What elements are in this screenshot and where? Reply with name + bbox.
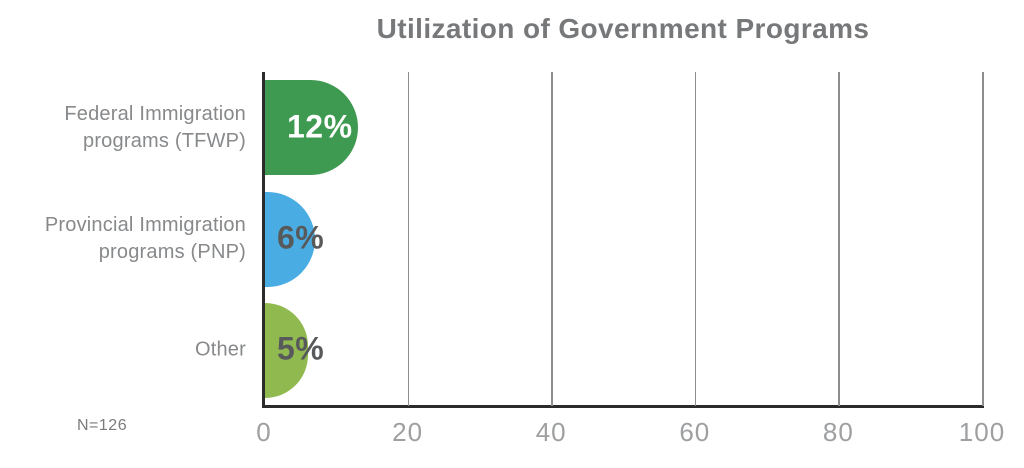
bar-2: 5% bbox=[265, 302, 324, 398]
category-label-line: programs (TFWP) bbox=[83, 129, 246, 152]
category-label-line: Other bbox=[194, 338, 246, 361]
x-tick-label-80: 80 bbox=[822, 417, 854, 447]
gridline-60 bbox=[694, 72, 697, 406]
category-label-1: Provincial Immigration programs (PNP) bbox=[45, 212, 246, 266]
bar-value-label-2: 5% bbox=[277, 330, 325, 367]
x-tick-label-60: 60 bbox=[679, 417, 711, 447]
plot-area: 12% 6% 5% bbox=[262, 72, 984, 408]
x-tick-label-0: 0 bbox=[256, 417, 272, 447]
bar-value-label-0: 12% bbox=[287, 108, 353, 145]
x-tick-label-20: 20 bbox=[392, 417, 424, 447]
bar-1: 6% bbox=[265, 191, 324, 287]
chart-title: Utilization of Government Programs bbox=[376, 13, 870, 44]
category-label-line: programs (PNP) bbox=[98, 241, 246, 263]
category-label-line: Provincial Immigration bbox=[44, 214, 246, 236]
y-axis-line bbox=[262, 72, 265, 408]
category-label-line: Federal Immigration bbox=[64, 102, 246, 125]
category-label-0: Federal Immigration programs (TFWP) bbox=[64, 101, 246, 155]
gridline-100 bbox=[982, 72, 984, 406]
bar-value-label-1: 6% bbox=[277, 219, 325, 256]
x-tick-label-100: 100 bbox=[958, 417, 1006, 447]
sample-size-note: N=126 bbox=[77, 417, 128, 434]
x-axis-line bbox=[262, 405, 984, 408]
bar-0: 12% bbox=[265, 80, 359, 176]
gridline-80 bbox=[838, 72, 840, 406]
gridline-20 bbox=[407, 72, 410, 406]
category-label-2: Other bbox=[195, 337, 246, 364]
gridline-40 bbox=[551, 72, 553, 406]
x-tick-label-40: 40 bbox=[535, 417, 567, 447]
category-labels: Federal Immigration programs (TFWP) Provin… bbox=[0, 72, 246, 406]
